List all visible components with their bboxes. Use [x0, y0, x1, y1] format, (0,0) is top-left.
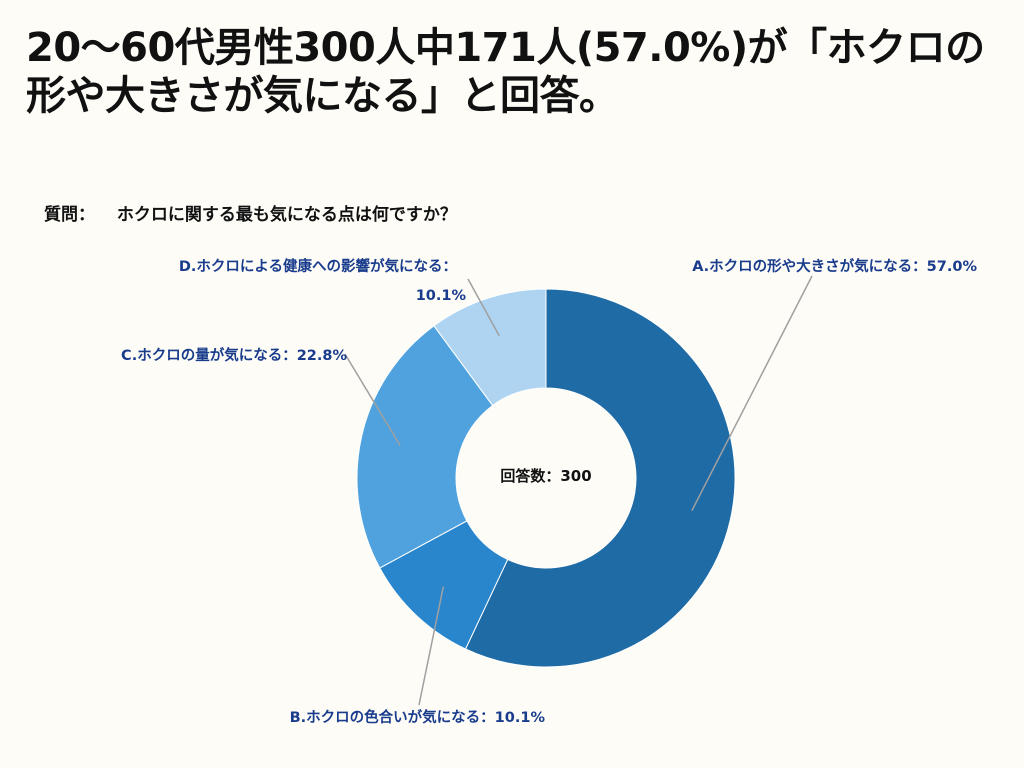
slice-a: [464, 288, 736, 668]
slice-label-d-line1: D.ホクロによる健康への影響が気になる：: [179, 257, 457, 275]
leader-line-a: [691, 275, 813, 511]
leader-line-d: [467, 278, 501, 337]
leader-line-c: [344, 353, 401, 446]
leader-line-b: [418, 586, 445, 706]
question-line: 質問： ホクロに関する最も気になる点は何ですか？: [44, 200, 457, 225]
slice-label-b: B.ホクロの色合いが気になる：10.1%: [290, 708, 546, 726]
center-label: 回答数：300: [500, 467, 591, 485]
slice-d: [433, 288, 547, 407]
question-text: ホクロに関する最も気になる点は何ですか？: [116, 205, 457, 225]
slice-label-d-line2: 10.1%: [416, 288, 467, 304]
slice-label-c: C.ホクロの量が気になる：22.8%: [121, 346, 347, 364]
slice-label-a: A.ホクロの形や大きさが気になる：57.0%: [692, 257, 977, 275]
slice-c: [356, 325, 494, 569]
question-label: 質問：: [44, 205, 95, 225]
chart-title: 20〜60代男性300人中171人(57.0%)が「ホクロの形や大きさが気になる…: [26, 25, 985, 119]
